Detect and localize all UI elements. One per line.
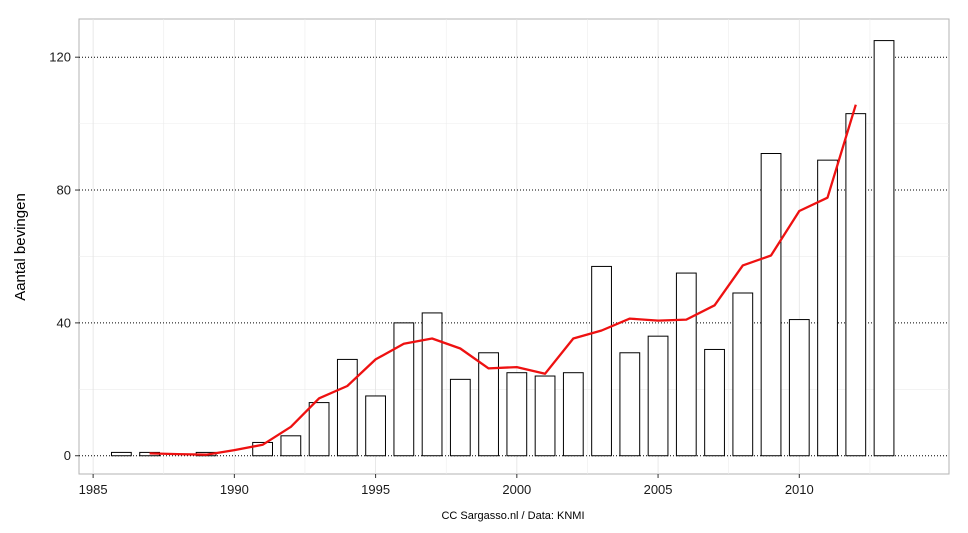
- bar: [732, 292, 754, 457]
- x-tick-label: 2000: [502, 482, 531, 497]
- bar: [591, 265, 612, 457]
- x-tick-label: 1985: [79, 482, 108, 497]
- bar: [760, 153, 782, 457]
- x-tick-label: 1990: [220, 482, 249, 497]
- y-tick-label: 120: [49, 50, 71, 65]
- y-tick-label: 40: [57, 315, 71, 330]
- chart-caption: CC Sargasso.nl / Data: KNMI: [441, 510, 584, 522]
- bar: [449, 378, 471, 457]
- bar: [506, 372, 528, 457]
- bar: [647, 335, 669, 457]
- bar: [788, 319, 810, 457]
- bar: [534, 375, 556, 457]
- y-tick-label: 0: [64, 448, 71, 463]
- bar: [675, 272, 697, 457]
- bar: [365, 395, 386, 457]
- y-tick-label: 80: [57, 183, 71, 198]
- trend-line: [149, 104, 857, 456]
- bar: [308, 402, 330, 457]
- bar: [562, 372, 584, 457]
- y-axis-title: Aantal bevingen: [12, 193, 29, 301]
- x-tick-label: 2005: [644, 482, 673, 497]
- bar: [817, 159, 838, 457]
- bar: [421, 312, 443, 457]
- bar: [845, 113, 867, 457]
- bar: [704, 348, 725, 457]
- bar: [873, 40, 895, 457]
- y-axis-ticks: 0 40 80 120: [49, 50, 79, 463]
- bar: [110, 451, 132, 457]
- bar: [478, 352, 499, 457]
- bar: [336, 358, 358, 457]
- x-tick-label: 1995: [361, 482, 390, 497]
- bar: [280, 435, 302, 457]
- x-tick-label: 2010: [785, 482, 814, 497]
- bar: [619, 352, 641, 457]
- x-axis-ticks: 1985 1990 1995 2000 2005 2010: [79, 474, 814, 497]
- bar: [393, 322, 415, 457]
